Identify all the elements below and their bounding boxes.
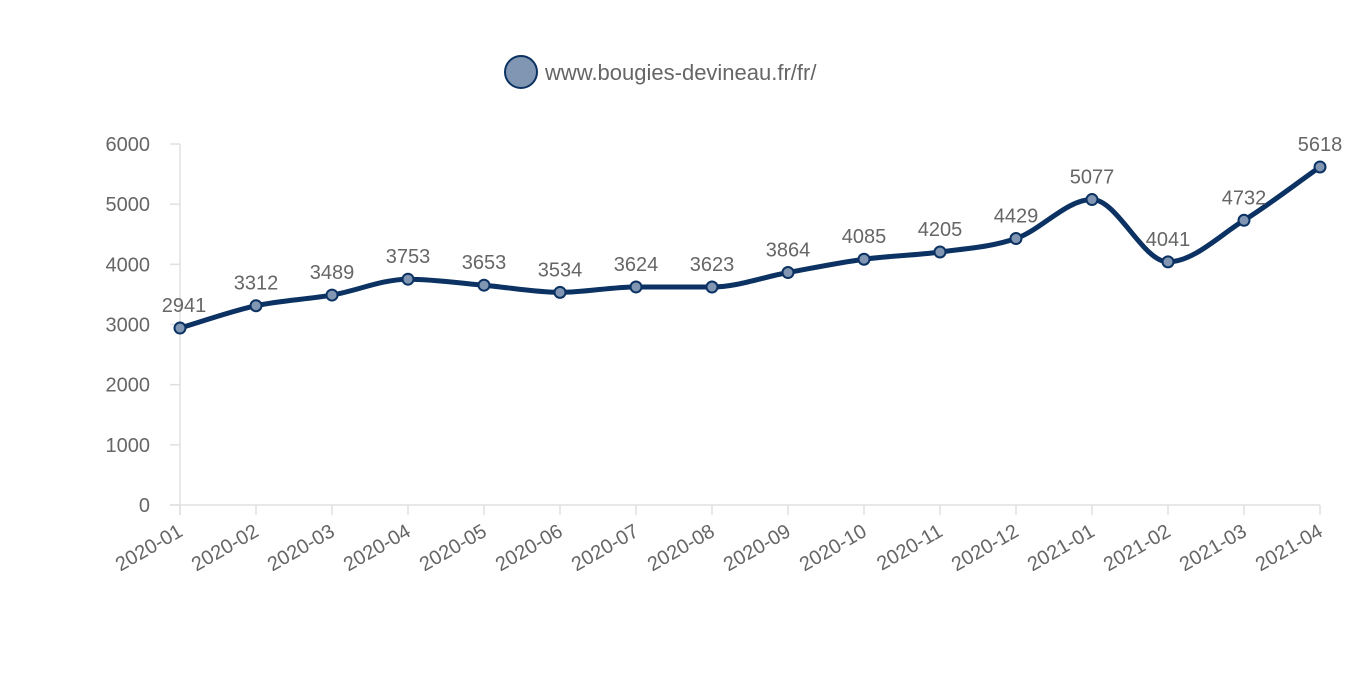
data-label-2021-02: 4041: [1146, 229, 1191, 251]
series-line: [177, 164, 1323, 331]
data-point-2021-03[interactable]: [1237, 213, 1251, 227]
data-point-2020-09[interactable]: [781, 266, 795, 280]
x-tick-label: 2020-05: [416, 520, 491, 576]
data-label-2020-05: 3653: [462, 252, 507, 274]
data-point-2020-03[interactable]: [325, 288, 339, 302]
x-tick-label: 2020-07: [568, 520, 643, 576]
data-point-2020-11[interactable]: [933, 245, 947, 259]
legend-label: www.bougies-devineau.fr/fr/: [544, 60, 817, 85]
data-label-2020-12: 4429: [994, 206, 1039, 228]
data-point-2020-08[interactable]: [705, 280, 719, 294]
x-tick-label: 2021-01: [1024, 520, 1099, 576]
data-label-2020-08: 3623: [690, 254, 735, 276]
data-point-2020-04[interactable]: [401, 272, 415, 286]
x-tick-label: 2020-12: [948, 520, 1023, 576]
data-point-2020-12[interactable]: [1009, 232, 1023, 246]
y-tick-label: 2000: [106, 375, 151, 397]
x-tick-label: 2020-04: [340, 520, 415, 576]
y-tick-label: 3000: [106, 315, 151, 337]
x-tick-label: 2020-03: [264, 520, 339, 576]
data-label-2021-04: 5618: [1298, 134, 1343, 156]
y-tick-label: 1000: [106, 435, 151, 457]
x-tick-label: 2020-11: [873, 520, 946, 575]
series-layer: [173, 160, 1327, 335]
data-point-2020-05[interactable]: [477, 278, 491, 292]
x-tick-label: 2020-10: [796, 520, 871, 576]
y-tick-label: 5000: [106, 194, 151, 216]
x-tick-label: 2020-09: [720, 520, 795, 576]
x-tick-label: 2020-08: [644, 520, 719, 576]
data-label-2020-11: 4205: [918, 219, 963, 241]
y-tick-label: 6000: [106, 134, 151, 156]
data-point-2021-02[interactable]: [1161, 255, 1175, 269]
data-label-2020-03: 3489: [310, 262, 355, 284]
x-tick-label: 2020-02: [188, 520, 263, 576]
y-tick-label: 0: [139, 495, 150, 517]
data-label-2020-06: 3534: [538, 259, 583, 281]
data-label-2020-01: 2941: [162, 295, 207, 317]
legend-swatch: [504, 55, 538, 89]
x-tick-label: 2020-06: [492, 520, 567, 576]
data-point-2021-04[interactable]: [1313, 160, 1327, 174]
x-tick-label: 2020-01: [112, 520, 187, 576]
data-labels: 2941 3312 3489 3753 3653 3534 3624 3623 3864 4085…: [162, 134, 1343, 317]
data-label-2020-02: 3312: [234, 273, 279, 295]
data-point-2021-01[interactable]: [1085, 193, 1099, 207]
legend[interactable]: www.bougies-devineau.fr/fr/: [504, 55, 817, 89]
x-tick-label: 2021-04: [1252, 520, 1327, 576]
y-tick-label: 4000: [106, 254, 151, 276]
data-point-2020-01[interactable]: [173, 321, 187, 335]
data-label-2020-07: 3624: [614, 254, 659, 276]
data-point-2020-02[interactable]: [249, 299, 263, 313]
data-label-2021-03: 4732: [1222, 187, 1267, 209]
x-tick-label: 2021-03: [1176, 520, 1251, 576]
x-tick-label: 2021-02: [1100, 520, 1175, 576]
data-label-2020-10: 4085: [842, 226, 887, 248]
data-label-2020-09: 3864: [766, 240, 811, 262]
data-point-2020-10[interactable]: [857, 252, 871, 266]
data-label-2021-01: 5077: [1070, 167, 1115, 189]
data-label-2020-04: 3753: [386, 246, 431, 268]
data-point-2020-06[interactable]: [553, 285, 567, 299]
data-point-2020-07[interactable]: [629, 280, 643, 294]
